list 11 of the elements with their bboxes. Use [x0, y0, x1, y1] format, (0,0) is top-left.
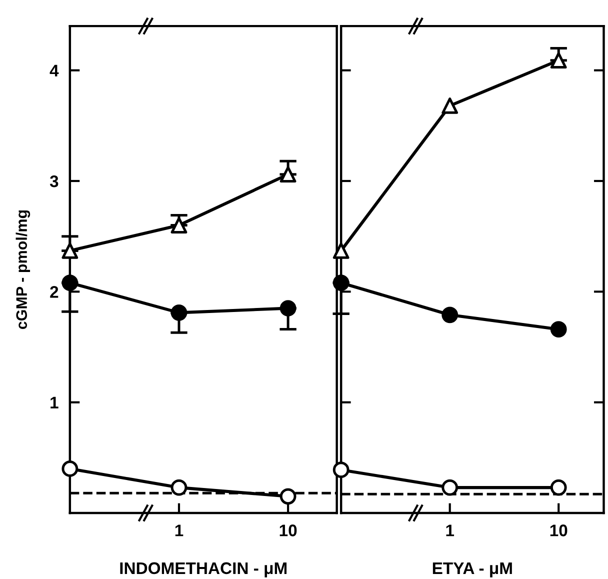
x-tick-label: 1 — [175, 524, 184, 536]
x-axis-title: ETYA - μM — [432, 562, 512, 578]
y-tick-label: 4 — [50, 64, 59, 76]
y-tick-label: 1 — [50, 396, 58, 408]
x-axis-title: INDOMETHACIN - μM — [120, 562, 287, 578]
y-tick-label: 3 — [50, 175, 58, 188]
y-axis-title: cGMP - pmol/mg — [16, 210, 30, 330]
x-tick-label: 1 — [446, 524, 454, 536]
y-tick-label: 2 — [50, 286, 58, 298]
x-tick-label: 10 — [550, 524, 568, 536]
x-tick-label: 10 — [280, 524, 297, 536]
